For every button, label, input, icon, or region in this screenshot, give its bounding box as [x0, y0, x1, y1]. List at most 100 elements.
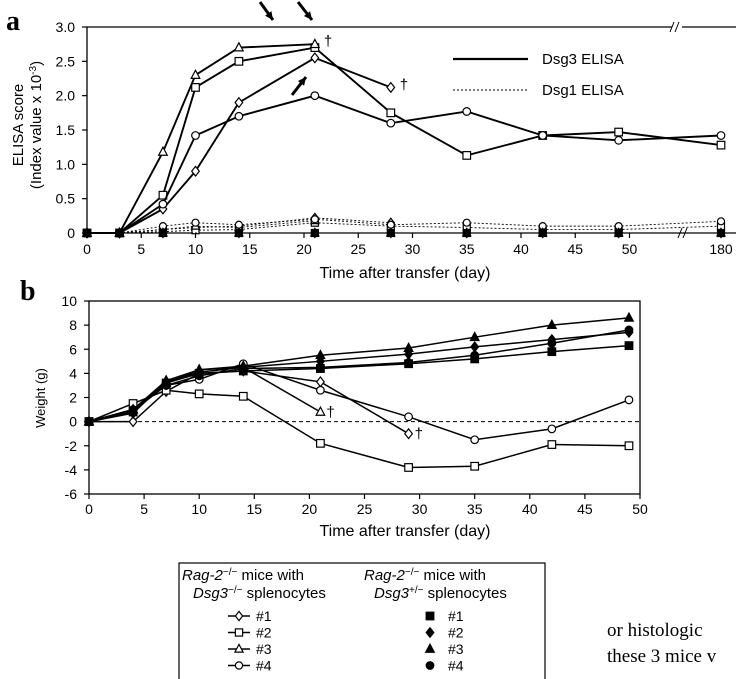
- weight-point-Dsg3+/--#4: [624, 325, 634, 335]
- legend-right-item-label: #2: [448, 625, 464, 641]
- panel-b-x-axis-label: Time after transfer (day): [319, 523, 490, 540]
- legend-right-swatch-marker: [424, 642, 436, 653]
- legend-right-subtitle: Dsg3+/− splenocytes: [374, 585, 507, 603]
- weight-point-Dsg3-/--#4: [547, 424, 557, 434]
- legend-right-swatch-marker: [425, 626, 435, 639]
- weight-point-Dsg3+/--#2: [470, 341, 480, 353]
- panel-b-y-tick-label: 4: [69, 365, 77, 381]
- weight-point-Dsg3+/--#3: [623, 311, 635, 322]
- dsg1-point-Dsg3+/--#4: [716, 228, 726, 238]
- panel-a-x-tick-label: 30: [405, 241, 421, 257]
- dsg3-point-Dsg3-/--#2: [462, 151, 472, 160]
- legend-right-title: Rag-2−/− mice with: [364, 567, 486, 585]
- weight-point-Dsg3+/--#4: [84, 417, 94, 427]
- panel-a-x-tick-label: 0: [83, 241, 91, 257]
- panel-b-y-tick-label: 6: [69, 341, 77, 357]
- dsg3-line-Dsg3-/--#4: [87, 94, 722, 234]
- panel-b-y-tick-label: 2: [69, 390, 77, 406]
- dsg3-point-Dsg3-/--#4: [462, 107, 472, 116]
- weight-point-Dsg3-/--#1: [315, 376, 325, 388]
- weight-line-Dsg3+/--#4: [88, 329, 630, 423]
- legend-left-item-label: #3: [256, 641, 272, 657]
- panel-b-x-tick-label: 25: [357, 501, 373, 517]
- weight-point-Dsg3-/--#2: [194, 389, 204, 399]
- weight-point-Dsg3+/--#3: [546, 319, 558, 330]
- dsg1-point-Dsg3+/--#4: [82, 228, 92, 238]
- panel-a-x-tick-label: 50: [622, 241, 638, 257]
- panel-a-x-axis-label: Time after transfer (day): [319, 265, 490, 282]
- dsg3-point-Dsg3-/--#1: [386, 81, 396, 94]
- side-text-line-1: or histologic: [607, 620, 703, 641]
- panel-b-frame: [88, 300, 641, 495]
- panel-a-y-axis-label-2: (Index value x 10-3): [28, 61, 46, 189]
- legend-right-swatch-marker: [425, 611, 435, 621]
- panel-a-chart: 0 0.5 1.0 1.5 2.0 2.5 3.0 0 5 10 15 20 25 30 35 40 45 50 1…: [10, 1, 736, 282]
- panel-b-x-tick-label: 35: [467, 501, 483, 517]
- panel-a-label: a: [6, 6, 20, 37]
- panel-b-x-tick-label: 15: [247, 501, 263, 517]
- dsg3-point-Dsg3-/--#1: [310, 52, 320, 64]
- panel-a-x-tick-label: 15: [242, 241, 258, 257]
- panel-b-y-tick-label: 8: [69, 317, 77, 333]
- weight-point-Dsg3-/--#2: [624, 441, 634, 451]
- dsg3-point-Dsg3-/--#4: [234, 111, 244, 121]
- panel-b-y-tick-label: -6: [65, 486, 78, 502]
- panel-b-x-tick-label: 0: [85, 501, 93, 517]
- weight-point-Dsg3+/--#4: [238, 364, 248, 373]
- panel-a-y-tick-label: 0.5: [56, 191, 76, 207]
- weight-point-Dsg3-/--#4: [404, 412, 413, 422]
- legend-box-frame: [178, 562, 546, 679]
- weight-point-Dsg3+/--#4: [404, 358, 413, 367]
- event-arrow-head: [297, 77, 306, 86]
- panel-b-x-tick-label: 5: [140, 501, 148, 517]
- dsg1-point-Dsg3+/--#4: [115, 228, 124, 238]
- axis-break-mark: [669, 21, 675, 33]
- legend-left-swatch-marker: [234, 661, 244, 670]
- death-dagger: †: [326, 404, 334, 421]
- event-arrow-head: [303, 11, 312, 20]
- dsg1-point-Dsg3+/--#4: [538, 228, 547, 238]
- dsg3-point-Dsg3-/--#2: [234, 56, 244, 66]
- panel-b-y-axis-label: Weight (g): [33, 368, 48, 428]
- weight-point-Dsg3-/--#2: [547, 440, 557, 449]
- dsg1-point-Dsg3-/--#4: [716, 217, 726, 226]
- dsg1-point-Dsg3-/--#4: [310, 215, 319, 224]
- weight-point-Dsg3+/--#3: [315, 349, 326, 360]
- dsg3-point-Dsg3-/--#3: [190, 68, 201, 79]
- dsg1-point-Dsg3+/--#4: [386, 228, 395, 238]
- weight-line-Dsg3+/--#2: [88, 331, 630, 423]
- legend-right-item-label: #3: [448, 641, 464, 657]
- dsg1-point-Dsg3+/--#4: [614, 228, 623, 238]
- panel-a-x-tick-label: 45: [567, 241, 583, 257]
- legend-dsg3-label: Dsg3 ELISA: [542, 51, 624, 68]
- weight-point-Dsg3+/--#3: [469, 331, 480, 342]
- panel-b-y-tick-label: -4: [65, 462, 78, 478]
- legend-left-item-label: #2: [256, 625, 272, 641]
- dsg3-point-Dsg3-/--#2: [386, 108, 396, 118]
- dsg3-point-Dsg3-/--#4: [716, 131, 726, 140]
- panel-a-x-tick-label: 25: [350, 241, 366, 257]
- dsg1-point-Dsg3+/--#4: [234, 228, 243, 238]
- weight-point-Dsg3-/--#4: [316, 385, 325, 395]
- legend-right-item-label: #4: [448, 658, 464, 674]
- weight-point-Dsg3+/--#3: [403, 341, 414, 352]
- dsg3-point-Dsg3-/--#4: [386, 118, 396, 128]
- weight-point-Dsg3-/--#2: [470, 461, 480, 471]
- dsg1-point-Dsg3+/--#4: [158, 228, 168, 238]
- dsg3-point-Dsg3-/--#4: [538, 131, 548, 140]
- death-dagger: †: [415, 426, 423, 443]
- panel-b-x-tick-label: 10: [191, 501, 207, 517]
- weight-point-Dsg3-/--#1: [404, 427, 414, 440]
- death-dagger: †: [400, 76, 408, 93]
- weight-point-Dsg3+/--#4: [194, 371, 204, 381]
- event-arrow-head: [265, 11, 273, 20]
- panel-a-y-tick-label: 2.5: [56, 53, 76, 69]
- legend-dsg1-label: Dsg1 ELISA: [542, 82, 624, 99]
- side-text-line-2: these 3 mice v: [607, 646, 717, 667]
- weight-point-Dsg3+/--#1: [547, 347, 557, 357]
- panel-b-x-tick-label: 40: [522, 501, 538, 517]
- dsg3-line-Dsg3-/--#3: [87, 43, 315, 234]
- weight-point-Dsg3-/--#2: [404, 463, 413, 472]
